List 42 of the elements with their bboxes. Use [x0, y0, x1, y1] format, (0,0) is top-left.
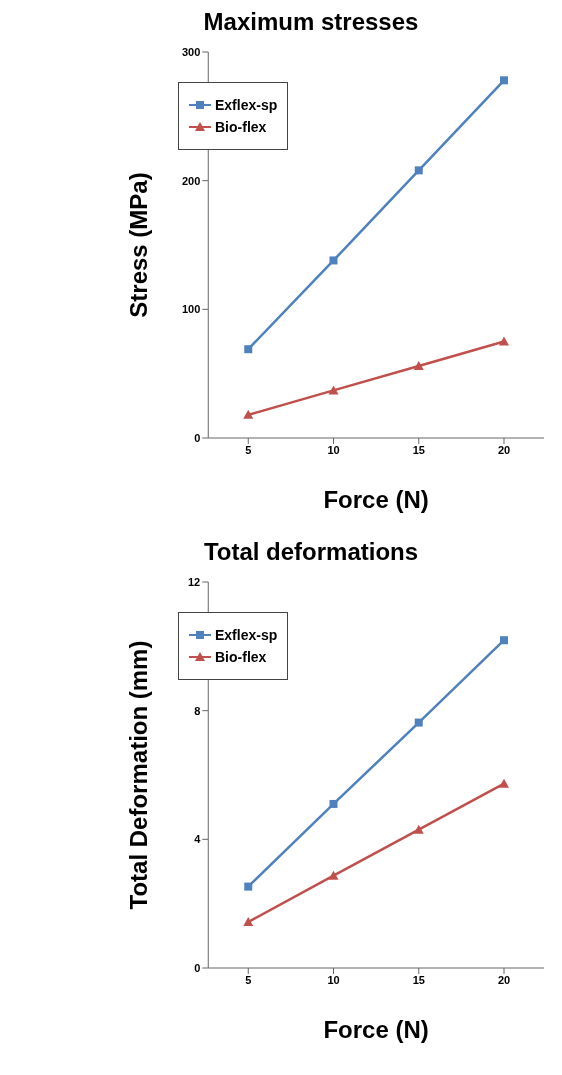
point — [329, 799, 338, 808]
y-tick-label: 200 — [181, 174, 201, 187]
point — [329, 256, 338, 265]
legend-label: Exflex-sp — [215, 627, 278, 643]
point — [500, 636, 508, 645]
y-axis-title: Total Deformation (mm) — [124, 640, 152, 910]
x-tick-label: 5 — [245, 443, 252, 456]
chart-title: Maximum stresses — [202, 8, 420, 37]
point — [243, 409, 254, 419]
point — [328, 385, 339, 395]
x-tick-label: 5 — [245, 973, 252, 986]
x-tick-label: 20 — [497, 443, 511, 456]
point — [413, 824, 424, 834]
x-tick-label: 10 — [327, 973, 340, 986]
y-tick-label: 0 — [194, 431, 201, 444]
y-tick-label: 4 — [194, 833, 202, 846]
point — [413, 360, 424, 370]
legend-label: Bio-flex — [215, 119, 267, 135]
point — [499, 336, 509, 346]
point — [499, 778, 509, 788]
x-tick-label: 10 — [327, 443, 340, 456]
x-tick-label: 20 — [497, 973, 511, 986]
y-tick-label: 8 — [194, 704, 201, 717]
point — [500, 76, 508, 85]
y-tick-label: 12 — [188, 575, 201, 588]
point — [243, 917, 254, 926]
chart-title: Total deformations — [202, 538, 420, 567]
point — [244, 882, 253, 891]
point — [414, 718, 423, 727]
legend-label: Exflex-sp — [215, 97, 278, 113]
x-tick-label: 15 — [412, 973, 425, 986]
point — [244, 345, 253, 354]
x-axis-title: Force (N) — [323, 486, 429, 513]
point — [414, 166, 423, 175]
x-axis-title: Force (N) — [323, 1016, 429, 1043]
point — [328, 870, 339, 880]
legend-label: Bio-flex — [215, 649, 267, 665]
y-axis-title: Stress (MPa) — [124, 172, 152, 318]
y-tick-label: 300 — [181, 45, 201, 58]
y-tick-label: 0 — [194, 961, 201, 974]
x-tick-label: 15 — [412, 443, 425, 456]
y-tick-label: 100 — [181, 303, 201, 316]
